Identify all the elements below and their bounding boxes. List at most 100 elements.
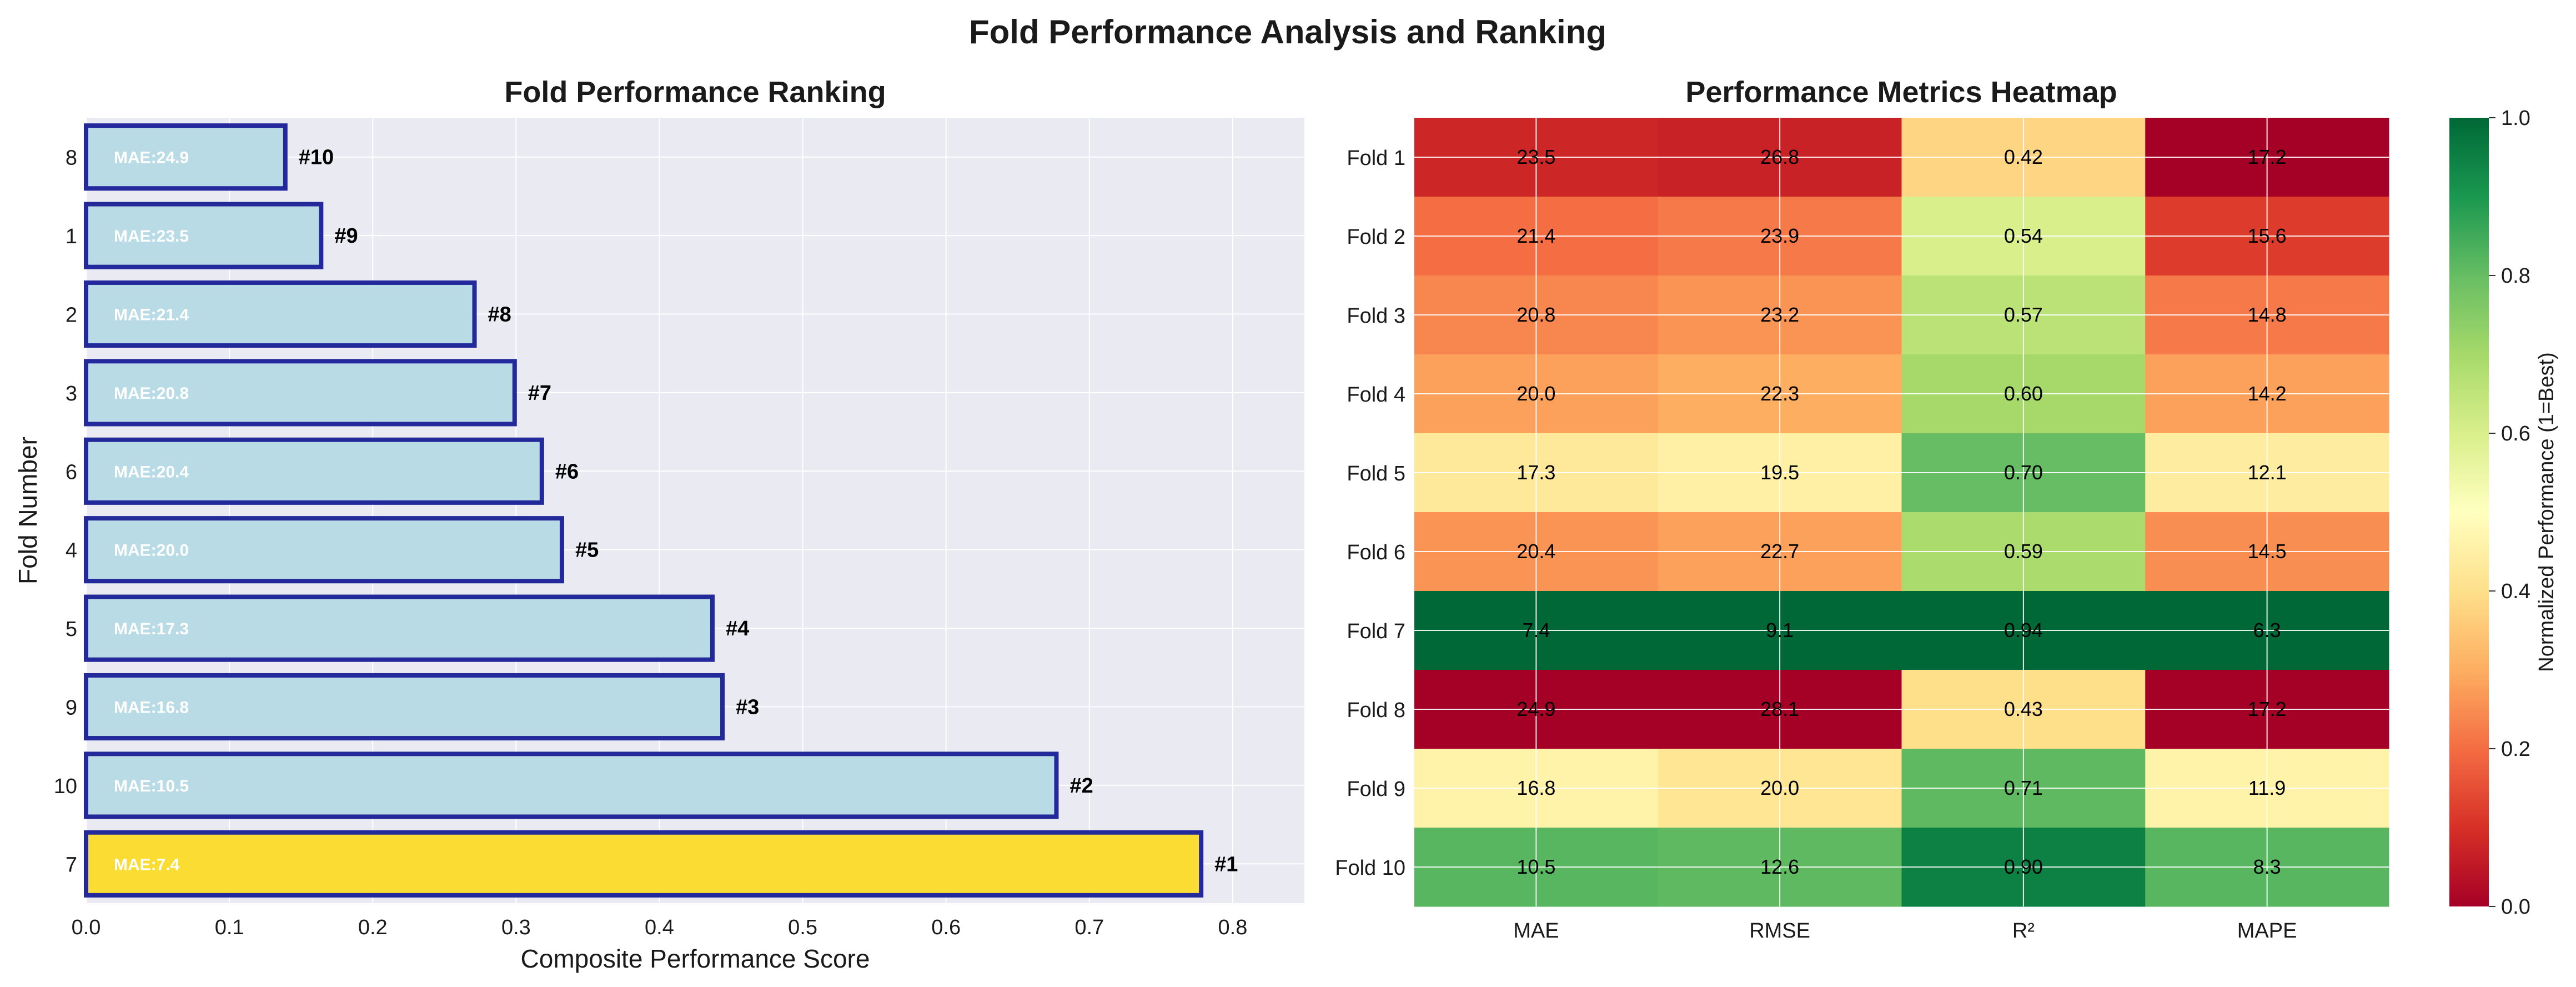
bar-x-tick-label: 0.8	[1218, 916, 1248, 939]
bar-x-tick-label: 0.2	[358, 916, 388, 939]
bar-rank-label: #1	[1214, 853, 1238, 876]
bar-y-axis-label: Fold Number	[13, 437, 42, 584]
heatmap-column-label: MAE	[1513, 919, 1559, 943]
bar-x-tick-label: 0.3	[501, 916, 531, 939]
bar-mae-label: MAE:21.4	[114, 306, 189, 324]
colorbar-tick-label: 1.0	[2501, 107, 2530, 130]
heatmap-cell-label: 8.3	[2253, 855, 2281, 878]
metrics-heatmap: 23.5 26.8 0.42 17.2 21.4 23.9 0.54 15.6 20.8 23.2…	[1335, 76, 2389, 943]
bar-rank-label: #6	[555, 460, 579, 483]
heatmap-row-label: Fold 2	[1347, 226, 1405, 249]
bar-fold-7	[84, 830, 1204, 898]
heatmap-row-label: Fold 1	[1347, 147, 1405, 170]
bar-rank-label: #9	[334, 224, 358, 248]
heatmap-cell-label: 0.54	[2004, 224, 2043, 247]
heatmap-cell-label: 14.8	[2248, 303, 2287, 326]
bar-x-axis-label: Composite Performance Score	[521, 944, 870, 973]
bar-y-tick-label: 9	[66, 697, 77, 720]
heatmap-cell-label: 0.57	[2004, 303, 2043, 326]
bar-mae-label: MAE:16.8	[114, 699, 189, 717]
heatmap-cell-label: 0.43	[2004, 698, 2043, 720]
heatmap-cell-label: 15.6	[2248, 224, 2287, 247]
heatmap-cell-label: 6.3	[2253, 619, 2281, 642]
heatmap-column-label: MAPE	[2237, 919, 2297, 943]
heatmap-column-label: RMSE	[1749, 919, 1810, 943]
bar-y-tick-label: 5	[66, 618, 77, 641]
bar-x-tick-labels: 0.0 0.1 0.2 0.3 0.4 0.5 0.6 0.7 0.8	[72, 916, 1248, 939]
heatmap-cell-label: 0.94	[2004, 619, 2043, 642]
heatmap-row-label: Fold 7	[1347, 620, 1405, 643]
heatmap-cell-label: 22.7	[1760, 540, 1799, 563]
colorbar-label: Normalized Performance (1=Best)	[2535, 352, 2558, 672]
heatmap-cell-label: 10.5	[1517, 855, 1555, 878]
heatmap-cell-label: 24.9	[1517, 698, 1555, 720]
heatmap-cell-label: 0.60	[2004, 382, 2043, 405]
heatmap-cell-label: 0.42	[2004, 146, 2043, 168]
figure-title: Fold Performance Analysis and Ranking	[969, 13, 1606, 51]
colorbar-tick-label: 0.6	[2501, 422, 2530, 445]
bar-y-tick-label: 2	[66, 304, 77, 327]
bar-fold-9	[84, 673, 725, 741]
heatmap-cell-label: 22.3	[1760, 382, 1799, 405]
heatmap-cell-label: 7.4	[1522, 619, 1550, 642]
heatmap-cell-label: 9.1	[1766, 619, 1794, 642]
heatmap-cell-label: 0.70	[2004, 461, 2043, 484]
bar-rank-label: #4	[726, 617, 749, 640]
bar-rank-label: #5	[575, 539, 599, 562]
bar-x-tick-label: 0.0	[72, 916, 101, 939]
heatmap-cell-label: 16.8	[1517, 776, 1555, 799]
heatmap-title: Performance Metrics Heatmap	[1685, 76, 2117, 109]
bar-x-tick-label: 0.7	[1074, 916, 1104, 939]
ranking-bar-chart: MAE:7.4 #1 MAE:10.5 #2 MAE:16.8 #3 MAE:17.3 #4 M…	[13, 76, 1304, 973]
heatmap-cell-label: 23.5	[1517, 146, 1555, 168]
bar-mae-label: MAE:20.4	[114, 463, 189, 481]
heatmap-cell-label: 23.9	[1760, 224, 1799, 247]
heatmap-row-label: Fold 4	[1347, 383, 1405, 407]
heatmap-column-label: R²	[2012, 919, 2035, 943]
bar-marks: MAE:7.4 #1 MAE:10.5 #2 MAE:16.8 #3 MAE:17.3 #4 M…	[84, 123, 1238, 898]
bar-chart-title: Fold Performance Ranking	[504, 76, 886, 109]
bar-rank-label: #3	[736, 696, 759, 719]
heatmap-row-label: Fold 9	[1347, 778, 1405, 801]
heatmap-colorbar: 0.0 0.2 0.4 0.6 0.8 1.0 Normalized Performanc…	[2449, 107, 2558, 919]
heatmap-row-label: Fold 3	[1347, 304, 1405, 328]
heatmap-cell-label: 12.6	[1760, 855, 1799, 878]
bar-fold-8	[84, 123, 288, 191]
bar-y-tick-label: 4	[66, 539, 77, 563]
colorbar-gradient	[2449, 118, 2489, 906]
heatmap-cell-label: 17.3	[1517, 461, 1555, 484]
heatmap-cell-label: 14.2	[2248, 382, 2287, 405]
bar-mae-label: MAE:24.9	[114, 149, 189, 167]
heatmap-cell-label: 14.5	[2248, 540, 2287, 563]
heatmap-cell-label: 17.2	[2248, 146, 2287, 168]
heatmap-cell-label: 23.2	[1760, 303, 1799, 326]
bar-fold-6	[84, 437, 544, 505]
heatmap-row-label: Fold 5	[1347, 462, 1405, 485]
colorbar-tick-label: 0.4	[2501, 580, 2530, 603]
bar-mae-label: MAE:10.5	[114, 777, 189, 795]
bar-y-tick-label: 1	[66, 225, 77, 248]
bar-fold-3	[84, 359, 517, 427]
bar-rank-label: #7	[528, 382, 551, 405]
bar-mae-label: MAE:23.5	[114, 227, 189, 246]
bar-y-tick-label: 7	[66, 853, 77, 876]
heatmap-cell-labels: 23.5 26.8 0.42 17.2 21.4 23.9 0.54 15.6 20.8 23.2…	[1517, 146, 2286, 878]
bar-y-tick-label: 6	[66, 460, 77, 484]
bar-rank-label: #10	[299, 146, 334, 169]
heatmap-gridlines	[1414, 118, 2389, 906]
bar-fold-5	[84, 594, 715, 662]
colorbar-tick-label: 0.0	[2501, 895, 2530, 919]
heatmap-row-labels: Fold 1 Fold 2 Fold 3 Fold 4 Fold 5 Fold 6 Fold…	[1335, 147, 1405, 880]
bar-y-tick-label: 3	[66, 382, 77, 405]
heatmap-cell-label: 0.59	[2004, 540, 2043, 563]
bar-mae-label: MAE:20.0	[114, 542, 189, 560]
heatmap-cell-label: 26.8	[1760, 146, 1799, 168]
heatmap-row-label: Fold 10	[1335, 856, 1405, 880]
bar-fold-2	[84, 280, 477, 348]
heatmap-cell-label: 20.0	[1760, 776, 1799, 799]
heatmap-cell-label: 20.8	[1517, 303, 1555, 326]
colorbar-tick-labels: 0.0 0.2 0.4 0.6 0.8 1.0	[2489, 107, 2530, 919]
heatmap-row-label: Fold 8	[1347, 699, 1405, 722]
heatmap-row-label: Fold 6	[1347, 541, 1405, 564]
